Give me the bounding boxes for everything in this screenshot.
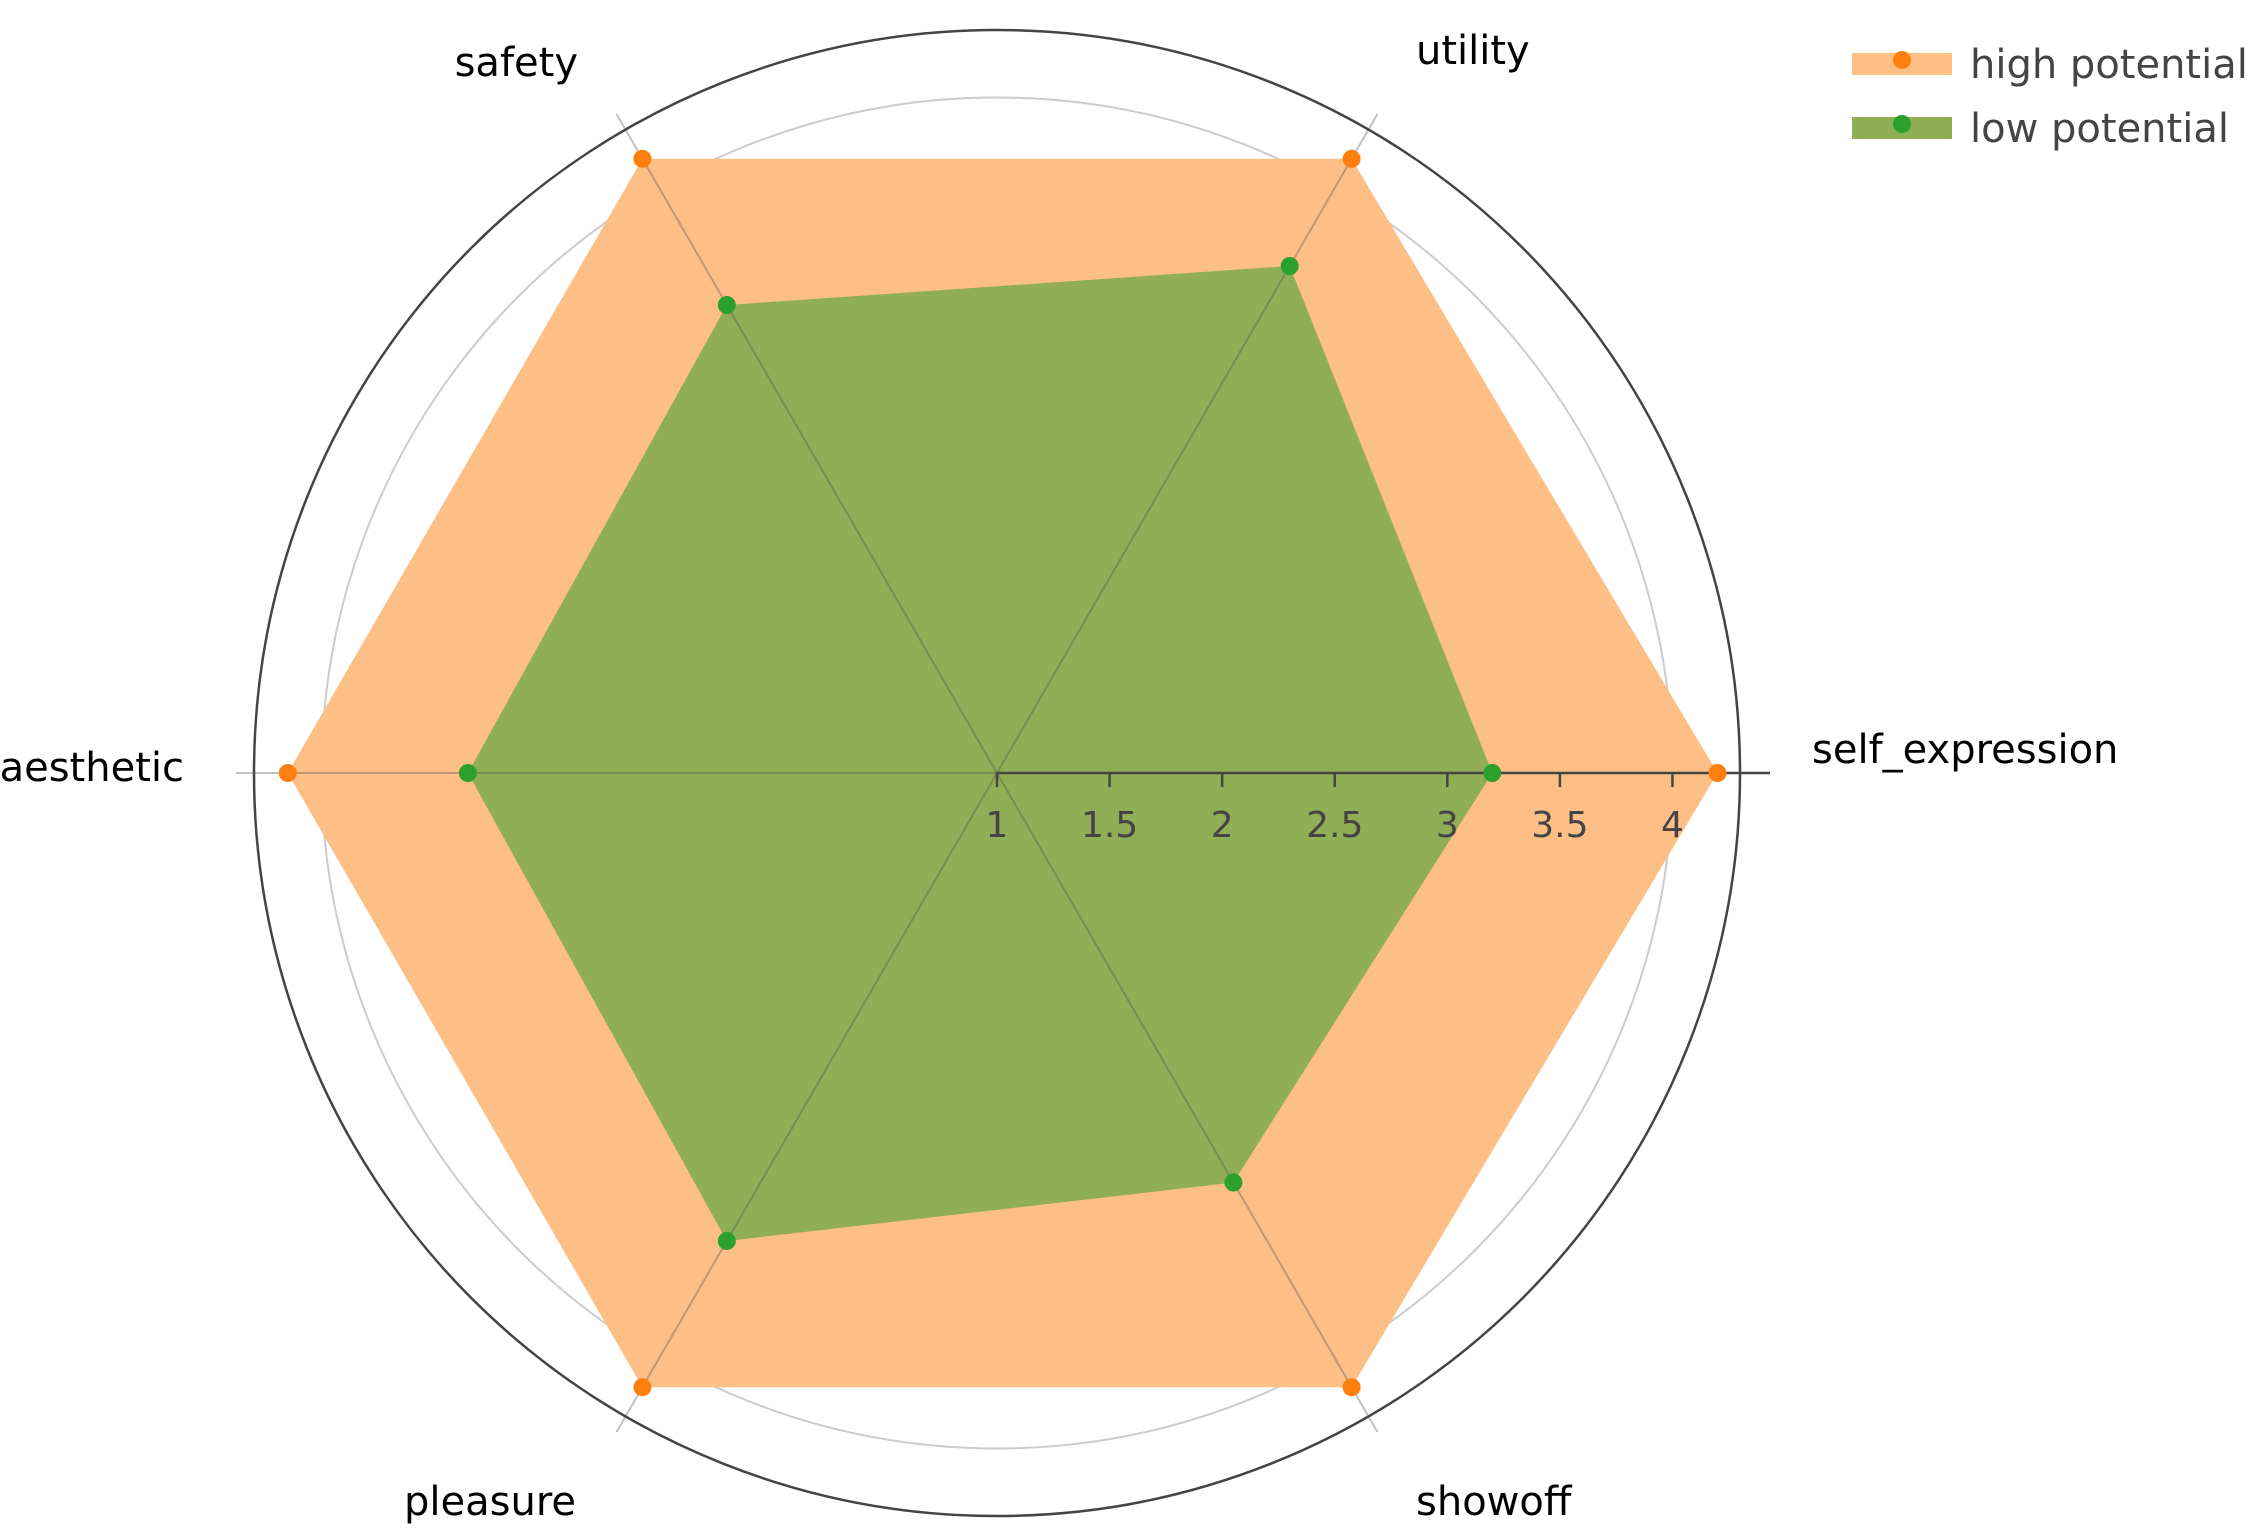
point-0-self_expression [1708, 764, 1727, 782]
radial-tick-label-0: 1 [986, 805, 1009, 846]
legend-label-0: high potential [1970, 42, 2248, 88]
spoke-5 [996, 772, 1379, 1433]
legend[interactable]: high potential low potential [1852, 42, 2248, 152]
radial-tick-label-2: 2 [1211, 805, 1234, 846]
point-1-utility [1280, 257, 1299, 275]
axis-label-showoff: showoff [1416, 1479, 1573, 1525]
radial-tick-label-4: 3 [1436, 805, 1459, 846]
point-1-aesthetic [458, 764, 477, 782]
axis-label-self-expression: self_expression [1812, 727, 2118, 773]
axis-label-pleasure: pleasure [404, 1479, 576, 1525]
radial-axis: 1 1.5 2 2.5 3 3.5 4 [986, 771, 1770, 846]
legend-item-0[interactable]: high potential [1852, 42, 2248, 88]
point-0-showoff [1342, 1378, 1361, 1397]
spoke-4 [615, 772, 998, 1433]
legend-marker-0 [1893, 51, 1911, 69]
radial-tick-label-3: 2.5 [1306, 805, 1363, 846]
legend-marker-1 [1893, 115, 1911, 133]
radial-tick-label-5: 3.5 [1531, 805, 1588, 846]
radial-tick-label-6: 4 [1661, 805, 1684, 846]
radial-tick-label-1: 1.5 [1081, 805, 1138, 846]
point-0-aesthetic [278, 764, 297, 782]
axis-label-utility: utility [1416, 28, 1530, 74]
spoke-1 [996, 113, 1379, 774]
marker-layer [278, 149, 1727, 1397]
point-1-safety [717, 296, 736, 314]
axis-label-layer: self_expression utility safety aesthetic ple… [0, 28, 2118, 1525]
point-1-showoff [1224, 1173, 1243, 1192]
legend-item-1[interactable]: low potential [1852, 106, 2229, 152]
point-1-self_expression [1483, 764, 1502, 782]
point-0-pleasure [633, 1378, 652, 1397]
point-1-pleasure [717, 1232, 736, 1250]
series-area-1 [467, 266, 1493, 1241]
legend-label-1: low potential [1970, 106, 2229, 152]
point-0-safety [633, 149, 652, 168]
spoke-2 [615, 113, 998, 774]
point-0-utility [1342, 149, 1361, 168]
axis-label-safety: safety [455, 40, 578, 86]
axis-label-aesthetic: aesthetic [0, 745, 184, 791]
